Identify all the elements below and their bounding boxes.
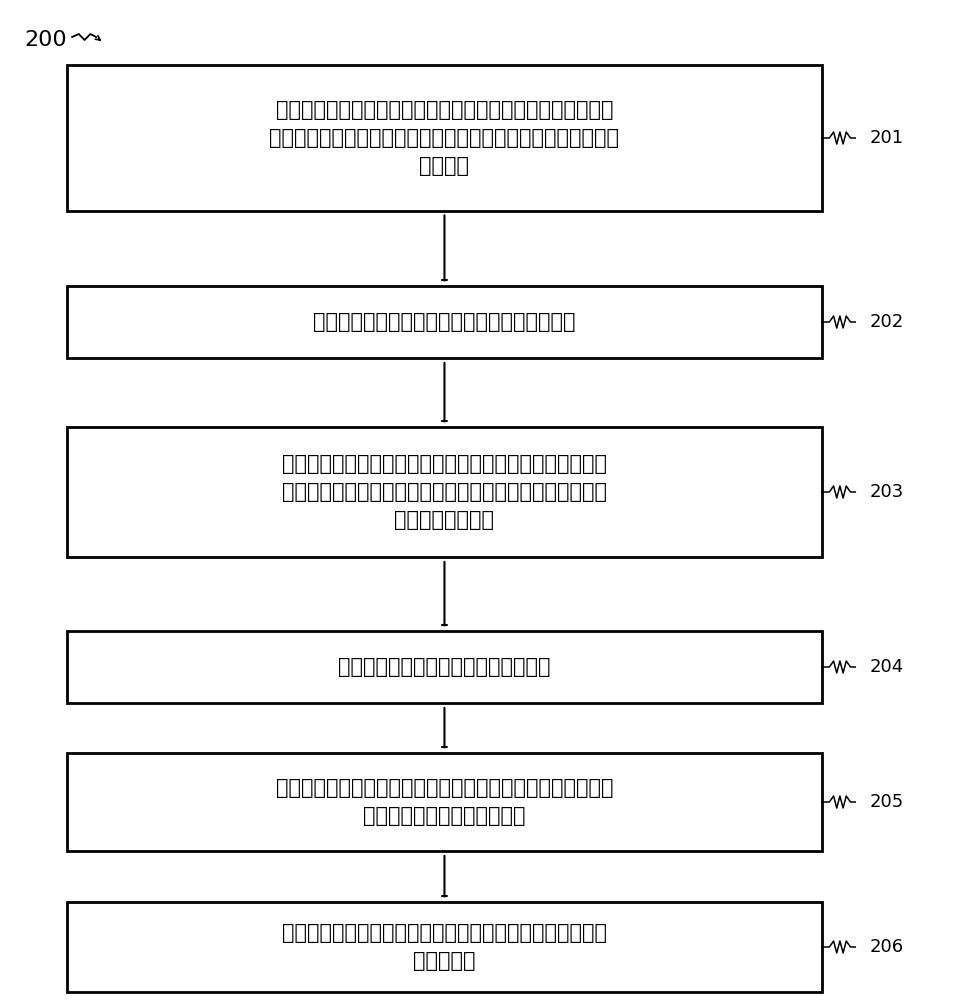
Bar — [67, 427, 822, 557]
Bar — [67, 753, 822, 851]
Text: 在分离装置中分离提升管反应器的流出物以产生包含低碳烯烃
和失效催化剂流的产物气体流: 在分离装置中分离提升管反应器的流出物以产生包含低碳烯烃 和失效催化剂流的产物气体… — [276, 778, 613, 826]
Text: 203: 203 — [870, 483, 904, 501]
Text: 在快速流化床反应器中，在足以产生包含一种或多于一种烯烃
的第一产品的第一反应条件下，将石脑油与快速流化床的催化剂
颗粒接触: 在快速流化床反应器中，在足以产生包含一种或多于一种烯烃 的第一产品的第一反应条件… — [269, 100, 620, 176]
Text: 204: 204 — [870, 658, 904, 676]
Text: 将提升管反应器的流出物流至分离装置: 将提升管反应器的流出物流至分离装置 — [338, 657, 551, 677]
Bar — [67, 66, 822, 211]
Text: 在提升管反应器中，在足以产生包含一种或多于一种烯烃的
第二产物的第二反应条件下，接触石脑油的未反应烃、第一
产物和催化剂颗粒: 在提升管反应器中，在足以产生包含一种或多于一种烯烃的 第二产物的第二反应条件下，… — [282, 454, 607, 530]
Text: 202: 202 — [870, 313, 904, 331]
Text: 200: 200 — [24, 30, 66, 50]
Text: 将快速流化床反应器的流出物流至提升管反应器: 将快速流化床反应器的流出物流至提升管反应器 — [313, 312, 576, 332]
Text: 205: 205 — [870, 793, 904, 811]
Text: 在足以再生失效催化剂以产生再生催化剂的再生条件下再生
失效催化剂: 在足以再生失效催化剂以产生再生催化剂的再生条件下再生 失效催化剂 — [282, 923, 607, 971]
Bar — [67, 631, 822, 703]
Bar — [67, 902, 822, 992]
Text: 201: 201 — [870, 129, 904, 147]
Text: 206: 206 — [870, 938, 904, 956]
Bar — [67, 286, 822, 358]
